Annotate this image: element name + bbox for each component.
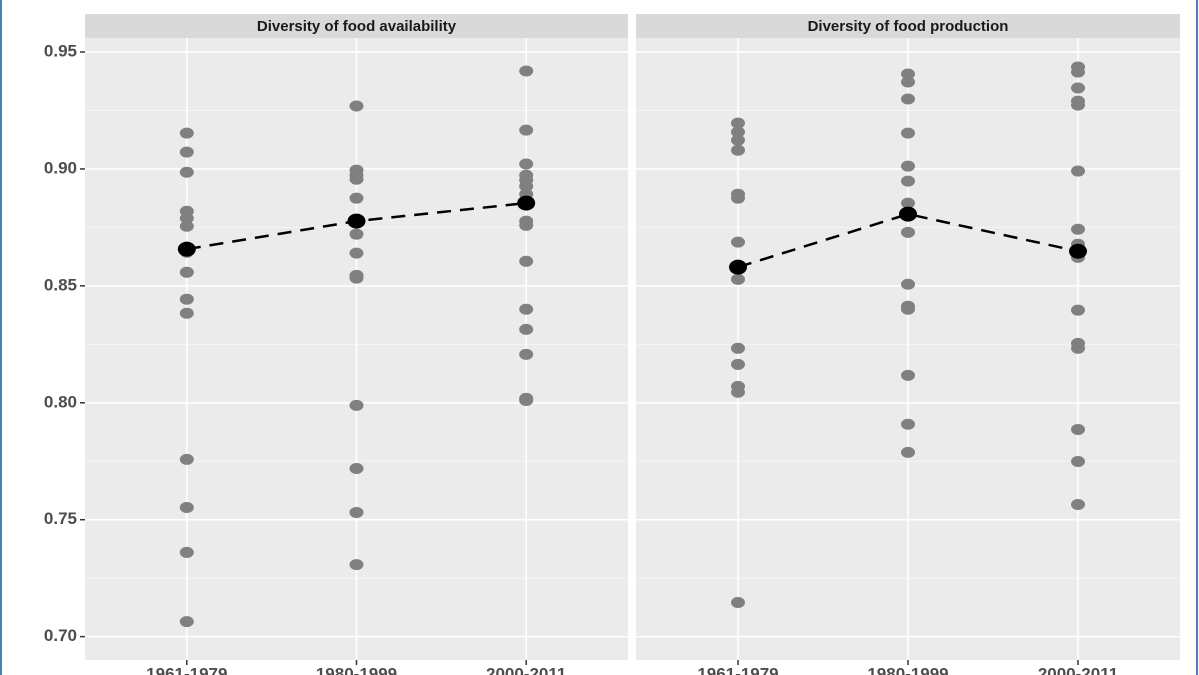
- point: [179, 293, 194, 305]
- mean-point: [729, 259, 747, 275]
- y-tick-label: 0.70: [44, 626, 77, 645]
- x-tick-label: 2000-2011: [486, 664, 566, 675]
- point: [901, 369, 915, 381]
- point: [731, 386, 745, 398]
- point: [349, 462, 364, 474]
- point: [179, 546, 194, 558]
- point: [519, 158, 534, 170]
- point: [179, 307, 194, 319]
- point: [519, 323, 534, 335]
- point: [179, 616, 194, 628]
- mean-point: [517, 195, 536, 211]
- point: [349, 559, 364, 571]
- point: [349, 228, 364, 240]
- point: [901, 197, 915, 209]
- point: [519, 255, 534, 267]
- point: [349, 247, 364, 259]
- mean-point: [347, 213, 366, 229]
- point: [731, 236, 745, 248]
- y-tick-label: 0.95: [44, 42, 77, 61]
- point: [1071, 304, 1085, 316]
- point: [1071, 499, 1085, 510]
- point: [731, 358, 745, 370]
- point: [1071, 165, 1085, 177]
- point: [731, 134, 745, 146]
- panel-title: Diversity of food production: [808, 18, 1009, 35]
- panel-title: Diversity of food availability: [257, 18, 457, 35]
- point: [731, 117, 745, 129]
- point: [179, 266, 194, 278]
- mean-point: [177, 241, 196, 257]
- x-tick-label: 1961-1979: [146, 664, 227, 675]
- y-tick-label: 0.80: [44, 392, 77, 411]
- point: [179, 127, 194, 139]
- point: [349, 173, 364, 185]
- point: [1071, 82, 1085, 94]
- mean-line: [737, 212, 1079, 269]
- point: [731, 126, 745, 138]
- y-tick-label: 0.90: [44, 158, 77, 177]
- mean-point: [899, 206, 917, 222]
- x-tick-label: 1980-1999: [316, 664, 397, 675]
- point: [519, 348, 534, 360]
- point: [1071, 342, 1085, 354]
- point: [901, 418, 915, 430]
- point: [901, 160, 915, 172]
- x-tick-label: 1980-1999: [867, 664, 948, 675]
- strip-background: [85, 14, 628, 38]
- point: [179, 502, 194, 514]
- point: [901, 127, 915, 139]
- point: [1071, 455, 1085, 467]
- point: [901, 175, 915, 187]
- x-tick-label: 2000-2011: [1038, 664, 1118, 675]
- y-tick-label: 0.85: [44, 275, 77, 294]
- point: [901, 278, 915, 290]
- point: [179, 212, 194, 224]
- point: [349, 272, 364, 284]
- point: [731, 273, 745, 285]
- point: [1071, 99, 1085, 111]
- point: [731, 144, 745, 156]
- point: [901, 93, 915, 105]
- point: [731, 192, 745, 204]
- point: [1071, 423, 1085, 435]
- mean-point: [1069, 243, 1087, 259]
- point: [901, 446, 915, 458]
- point: [1071, 66, 1085, 78]
- point: [349, 506, 364, 518]
- point: [179, 146, 194, 158]
- point: [519, 180, 534, 192]
- point: [179, 453, 194, 465]
- point: [519, 219, 534, 231]
- point: [519, 394, 534, 406]
- point: [519, 303, 534, 315]
- point: [731, 342, 745, 354]
- point: [901, 76, 915, 88]
- point: [731, 596, 745, 608]
- point: [179, 166, 194, 178]
- point: [179, 220, 194, 232]
- y-tick-label: 0.75: [44, 509, 77, 528]
- x-tick-label: 1961-1979: [697, 664, 778, 675]
- point: [349, 192, 364, 204]
- point: [349, 100, 364, 112]
- point: [901, 226, 915, 238]
- point: [1071, 223, 1085, 235]
- point: [349, 399, 364, 411]
- point: [901, 68, 915, 80]
- point: [519, 65, 534, 77]
- point: [519, 124, 534, 136]
- point: [901, 303, 915, 315]
- strip-background: [636, 14, 1180, 38]
